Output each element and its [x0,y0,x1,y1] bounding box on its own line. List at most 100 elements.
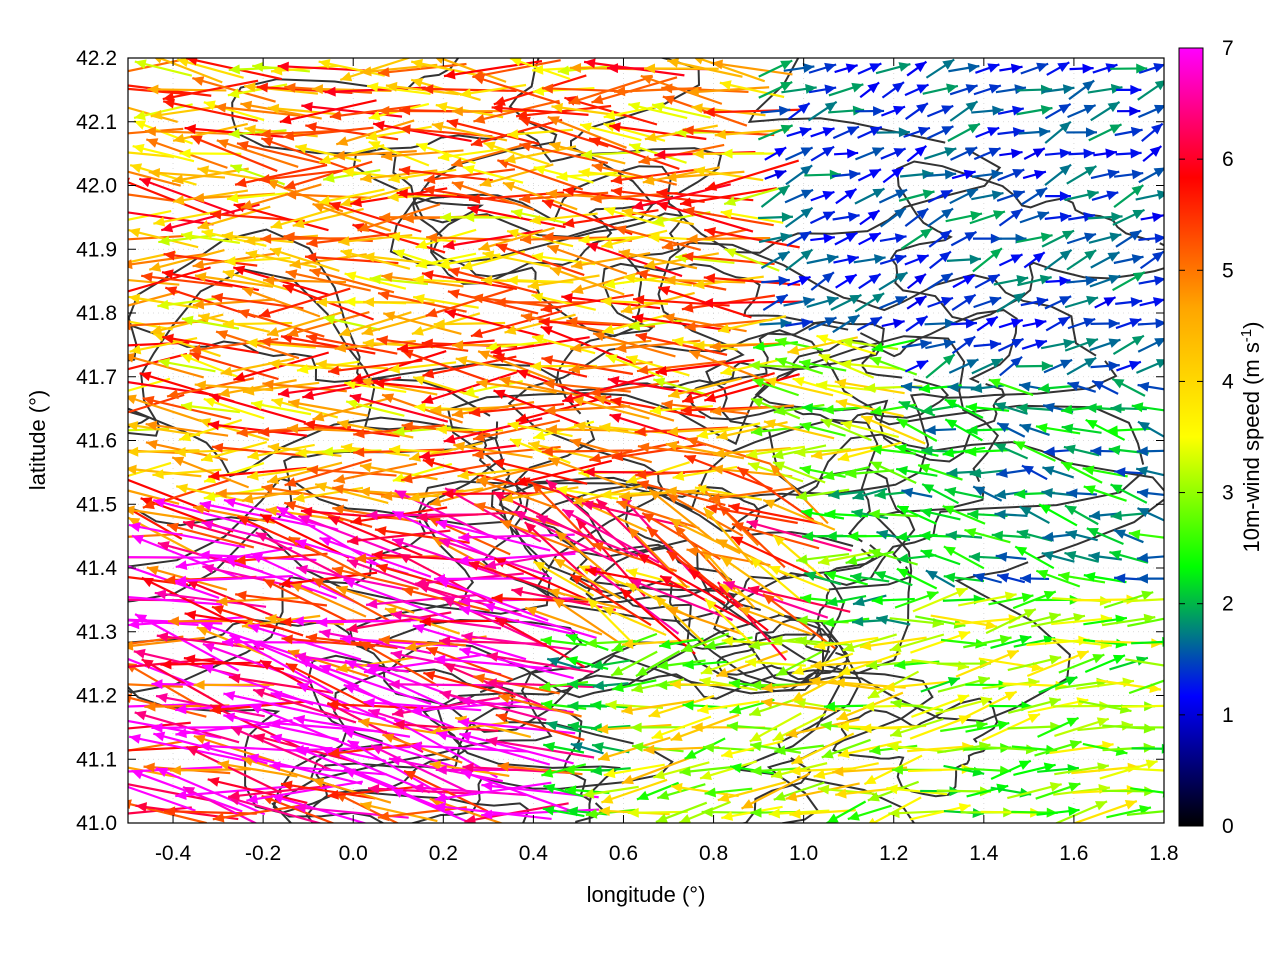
wind-vector [495,713,585,741]
wind-vector [184,610,284,630]
y-tick-label: 42.2 [76,47,117,70]
wind-vector [128,170,181,187]
wind-vector [976,315,999,332]
wind-vector [871,338,915,353]
wind-vector [207,777,308,804]
wind-vector [648,232,715,243]
colorbar-title: 10m-wind speed (m s-1) [1238,322,1264,553]
wind-vector [825,594,867,607]
wind-vector [876,127,910,138]
wind-vector [798,358,847,372]
colorbar-tick-label: 1 [1222,704,1234,727]
wind-vector [649,404,713,416]
wind-vector [477,350,556,383]
wind-vector [621,207,695,226]
wind-vector [234,552,328,566]
wind-vector [503,145,577,164]
wind-vector [478,226,555,252]
wind-vector [339,186,411,208]
wind-vector [561,372,660,404]
wind-vector [128,464,202,478]
wind-vector [412,293,479,309]
wind-vector [625,461,690,484]
wind-vector [425,646,514,681]
wind-vector [943,545,985,570]
wind-vector [785,318,813,329]
wind-vector [896,567,938,590]
wind-vector [438,538,548,577]
wind-vector [160,659,261,670]
wind-vector [947,122,981,142]
wind-vector [435,730,551,766]
wind-vector [940,720,988,733]
wind-vector [942,446,986,458]
wind-vector [1131,402,1164,413]
wind-vector [1137,381,1164,392]
wind-vector [128,505,204,523]
wind-vector [656,659,706,671]
wind-vector [208,393,307,424]
wind-vector [162,333,259,354]
wind-vector [654,595,709,648]
wind-vector [738,606,813,636]
wind-vector [721,148,783,159]
contour-line [128,618,583,814]
wind-vector [527,274,600,291]
wind-vector [340,248,411,270]
wind-vector [218,379,297,398]
wind-vector [381,149,464,161]
wind-vector [882,166,904,184]
wind-vector [845,468,895,479]
wind-vector [911,659,970,671]
wind-vector [221,231,294,244]
wind-vector [241,287,321,318]
wind-vector [524,606,603,636]
wind-vector [535,515,639,558]
wind-vector [242,381,320,396]
wind-vector [886,784,948,796]
contour-line [716,618,850,681]
wind-vector [570,742,604,755]
wind-vector [834,148,859,159]
wind-vector [628,101,688,120]
wind-vector [949,100,979,122]
wind-vector [708,486,796,503]
wind-vector [1115,148,1142,159]
wind-vector [128,320,173,331]
wind-vector [1139,297,1164,307]
wind-vector [343,578,455,622]
wind-vector [603,103,665,120]
wind-vector [267,103,342,116]
wind-vector [686,436,771,465]
wind-vector [666,492,744,537]
wind-vector [549,266,625,296]
wind-vector [217,760,298,778]
wind-vector [973,296,1002,309]
x-tick-label: 1.0 [789,842,818,865]
wind-vector [250,552,359,605]
wind-vector [831,169,861,180]
wind-vector [214,102,301,117]
wind-vector [1142,145,1163,163]
wind-vector [752,378,799,397]
wind-vector [201,520,314,551]
wind-vector [601,778,668,804]
wind-vector [161,269,260,292]
wind-vector [795,488,850,501]
wind-vector [1093,148,1118,159]
wind-vector [905,315,929,332]
wind-vector [128,127,184,135]
wind-vector [1138,167,1164,184]
wind-vector [1136,573,1164,584]
wind-vector [1121,704,1164,708]
wind-vector [760,250,791,270]
wind-vector [459,83,527,99]
wind-vector [858,273,882,290]
wind-vector [246,466,316,481]
wind-vector [285,269,371,292]
wind-vector [759,318,792,329]
wind-vector [233,351,330,382]
wind-vector [553,557,622,600]
wind-vector [293,714,411,738]
wind-vector [354,553,443,564]
